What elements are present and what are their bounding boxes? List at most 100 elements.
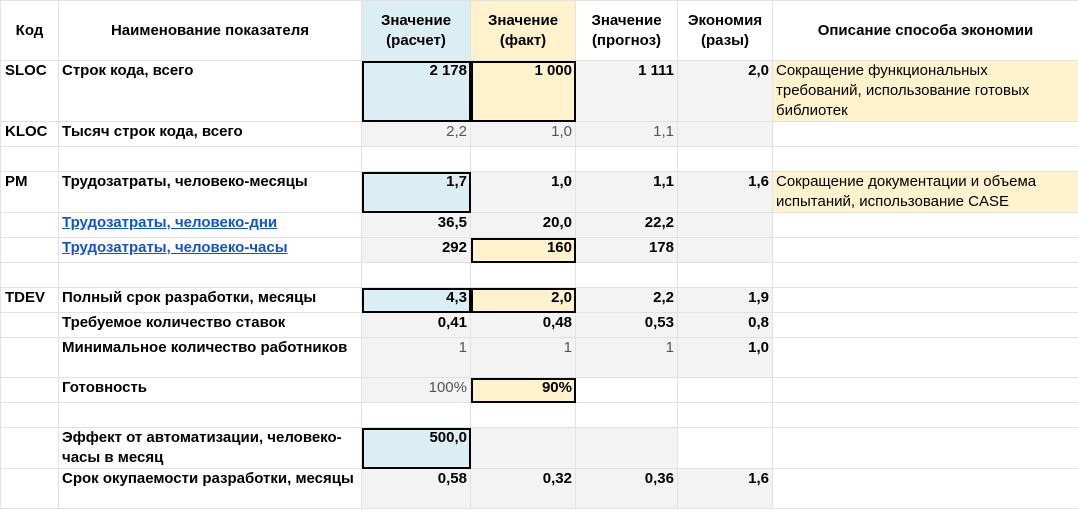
- cell-calc[interactable]: 2 178: [361, 60, 471, 122]
- cell-forecast[interactable]: [575, 427, 678, 469]
- cell-name[interactable]: Тысяч строк кода, всего: [58, 121, 362, 147]
- cell-code[interactable]: KLOC: [0, 121, 59, 147]
- cell-code[interactable]: [0, 237, 59, 263]
- cell-description[interactable]: [772, 312, 1078, 338]
- cell-code[interactable]: PM: [0, 171, 59, 213]
- cell-forecast[interactable]: [575, 377, 678, 403]
- header-row: Код Наименование показателя Значение (ра…: [0, 0, 1078, 61]
- table-row: Трудозатраты, человеко-дни 36,5 20,0 22,…: [0, 212, 1078, 238]
- table-row: Срок окупаемости разработки, месяцы 0,58…: [0, 468, 1078, 509]
- cell-description[interactable]: [772, 468, 1078, 509]
- cell-description[interactable]: [772, 121, 1078, 147]
- cell-calc[interactable]: 2,2: [361, 121, 471, 147]
- cell-forecast[interactable]: 22,2: [575, 212, 678, 238]
- cell-description[interactable]: [772, 237, 1078, 263]
- cell-fact[interactable]: 0,32: [470, 468, 576, 509]
- header-calc[interactable]: Значение (расчет): [361, 0, 471, 61]
- spacer-row: [0, 262, 1078, 288]
- cell-calc[interactable]: 292: [361, 237, 471, 263]
- cell-fact[interactable]: 0,48: [470, 312, 576, 338]
- cell-name[interactable]: Трудозатраты, человеко-месяцы: [58, 171, 362, 213]
- cell-fact[interactable]: 20,0: [470, 212, 576, 238]
- cell-fact[interactable]: 90%: [470, 377, 576, 403]
- cell-description[interactable]: Сокращение функциональных требований, ис…: [772, 60, 1078, 122]
- cell-code[interactable]: [0, 468, 59, 509]
- spacer-row: [0, 146, 1078, 172]
- cell-fact[interactable]: 1: [470, 337, 576, 378]
- cell-name[interactable]: Срок окупаемости разработки, месяцы: [58, 468, 362, 509]
- cell-calc[interactable]: 0,58: [361, 468, 471, 509]
- cell-fact[interactable]: 1 000: [470, 60, 576, 122]
- cell-calc[interactable]: 4,3: [361, 287, 471, 313]
- cell-code[interactable]: [0, 337, 59, 378]
- table-row: TDEV Полный срок разработки, месяцы 4,3 …: [0, 287, 1078, 313]
- cell-forecast[interactable]: 1 111: [575, 60, 678, 122]
- cell-forecast[interactable]: 0,53: [575, 312, 678, 338]
- cell-name[interactable]: Минимальное количество работников: [58, 337, 362, 378]
- cell-economy[interactable]: [677, 237, 773, 263]
- link-person-hours[interactable]: Трудозатраты, человеко-часы: [62, 239, 288, 256]
- cell-economy[interactable]: 2,0: [677, 60, 773, 122]
- cell-economy[interactable]: 1,6: [677, 468, 773, 509]
- cell-description[interactable]: [772, 337, 1078, 378]
- header-economy[interactable]: Экономия (разы): [677, 0, 773, 61]
- cell-description[interactable]: [772, 212, 1078, 238]
- cell-economy[interactable]: 0,8: [677, 312, 773, 338]
- cell-code[interactable]: [0, 212, 59, 238]
- cell-code[interactable]: [0, 427, 59, 469]
- cell-fact[interactable]: 1,0: [470, 121, 576, 147]
- cell-calc[interactable]: 1: [361, 337, 471, 378]
- cell-code[interactable]: [0, 377, 59, 403]
- cell-forecast[interactable]: 2,2: [575, 287, 678, 313]
- cell-fact[interactable]: [470, 427, 576, 469]
- table-row: SLOC Строк кода, всего 2 178 1 000 1 111…: [0, 60, 1078, 122]
- cell-economy[interactable]: [677, 121, 773, 147]
- table-row: Требуемое количество ставок 0,41 0,48 0,…: [0, 312, 1078, 338]
- cell-economy[interactable]: 1,6: [677, 171, 773, 213]
- cell-economy[interactable]: 1,0: [677, 337, 773, 378]
- cell-code[interactable]: TDEV: [0, 287, 59, 313]
- cell-fact[interactable]: 2,0: [470, 287, 576, 313]
- cell-calc[interactable]: 500,0: [361, 427, 471, 469]
- cell-name[interactable]: Строк кода, всего: [58, 60, 362, 122]
- cell-description[interactable]: Сокращение документации и объема испытан…: [772, 171, 1078, 213]
- cell-description[interactable]: [772, 287, 1078, 313]
- cell-forecast[interactable]: 1,1: [575, 171, 678, 213]
- cell-name[interactable]: Готовность: [58, 377, 362, 403]
- cell-code[interactable]: [0, 312, 59, 338]
- cell-name[interactable]: Эффект от автоматизации, человеко-часы в…: [58, 427, 362, 469]
- table-row: Эффект от автоматизации, человеко-часы в…: [0, 427, 1078, 469]
- link-person-days[interactable]: Трудозатраты, человеко-дни: [62, 214, 278, 231]
- cell-name[interactable]: Полный срок разработки, месяцы: [58, 287, 362, 313]
- cell-forecast[interactable]: 1,1: [575, 121, 678, 147]
- cell-code[interactable]: SLOC: [0, 60, 59, 122]
- header-description[interactable]: Описание способа экономии: [772, 0, 1078, 61]
- cell-description[interactable]: [772, 377, 1078, 403]
- cell-forecast[interactable]: 178: [575, 237, 678, 263]
- cell-economy[interactable]: [677, 427, 773, 469]
- cell-calc[interactable]: 36,5: [361, 212, 471, 238]
- cell-fact[interactable]: 1,0: [470, 171, 576, 213]
- header-code[interactable]: Код: [0, 0, 59, 61]
- cell-economy[interactable]: 1,9: [677, 287, 773, 313]
- table-row: Трудозатраты, человеко-часы 292 160 178: [0, 237, 1078, 263]
- header-forecast[interactable]: Значение (прогноз): [575, 0, 678, 61]
- cell-name[interactable]: Трудозатраты, человеко-дни: [58, 212, 362, 238]
- cell-name[interactable]: Требуемое количество ставок: [58, 312, 362, 338]
- header-fact[interactable]: Значение (факт): [470, 0, 576, 61]
- cell-forecast[interactable]: 1: [575, 337, 678, 378]
- cell-economy[interactable]: [677, 377, 773, 403]
- cell-name[interactable]: Трудозатраты, человеко-часы: [58, 237, 362, 263]
- cell-fact[interactable]: 160: [470, 237, 576, 263]
- table-row: PM Трудозатраты, человеко-месяцы 1,7 1,0…: [0, 171, 1078, 213]
- table-row: KLOC Тысяч строк кода, всего 2,2 1,0 1,1: [0, 121, 1078, 147]
- cell-economy[interactable]: [677, 212, 773, 238]
- cell-forecast[interactable]: 0,36: [575, 468, 678, 509]
- spacer-row: [0, 402, 1078, 428]
- cell-description[interactable]: [772, 427, 1078, 469]
- cell-calc[interactable]: 1,7: [361, 171, 471, 213]
- header-name[interactable]: Наименование показателя: [58, 0, 362, 61]
- cell-calc[interactable]: 100%: [361, 377, 471, 403]
- cell-calc[interactable]: 0,41: [361, 312, 471, 338]
